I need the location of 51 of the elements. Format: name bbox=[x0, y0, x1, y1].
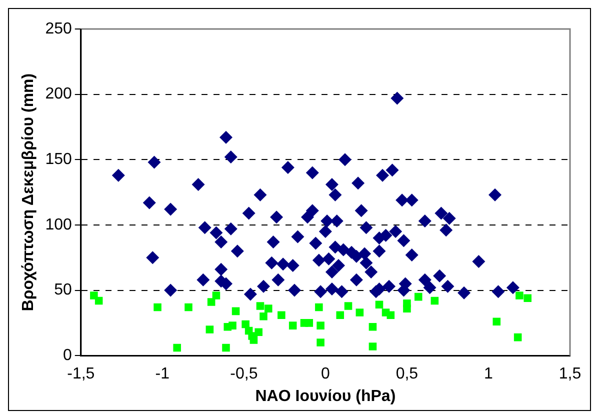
point bbox=[222, 344, 230, 352]
point bbox=[368, 322, 377, 331]
point bbox=[316, 322, 324, 330]
point bbox=[524, 294, 532, 302]
point bbox=[264, 304, 272, 312]
point bbox=[305, 319, 314, 327]
point bbox=[212, 292, 220, 300]
point bbox=[173, 344, 181, 352]
point bbox=[278, 311, 286, 319]
x-tick-label: 1 bbox=[484, 366, 494, 383]
x-tick-label: 0 bbox=[320, 366, 330, 383]
x-tick-label: -1,5 bbox=[67, 366, 95, 383]
point bbox=[256, 302, 264, 310]
y-tick-label: 200 bbox=[45, 86, 72, 103]
point bbox=[414, 292, 422, 301]
x-axis-title: NAO Ιουνίου (hPa) bbox=[255, 388, 396, 405]
point bbox=[250, 336, 258, 344]
point bbox=[228, 322, 236, 330]
point bbox=[184, 303, 192, 312]
y-axis-title: Βροχόπτωση Δεκεμβρίου (mm) bbox=[20, 73, 38, 312]
point bbox=[375, 300, 384, 309]
point bbox=[207, 298, 216, 306]
point bbox=[386, 311, 395, 319]
point bbox=[403, 304, 411, 312]
point bbox=[254, 328, 262, 336]
point bbox=[154, 303, 162, 312]
point bbox=[316, 338, 324, 346]
point bbox=[344, 302, 352, 310]
x-tick-label: 1,5 bbox=[558, 366, 582, 383]
y-tick-label: 50 bbox=[54, 282, 72, 299]
point bbox=[260, 312, 268, 320]
y-tick-label: 250 bbox=[45, 20, 72, 38]
point bbox=[232, 307, 240, 316]
point bbox=[242, 320, 250, 328]
point bbox=[288, 322, 297, 330]
y-tick-label: 150 bbox=[45, 151, 72, 168]
x-tick-label: -0,5 bbox=[230, 366, 258, 383]
y-tick-label: 0 bbox=[62, 347, 72, 364]
point bbox=[94, 296, 103, 305]
x-tick-label: -1 bbox=[155, 366, 170, 383]
y-tick-label: 100 bbox=[45, 216, 72, 234]
point bbox=[336, 311, 344, 319]
point bbox=[430, 296, 439, 305]
point bbox=[516, 292, 524, 300]
point bbox=[368, 342, 377, 350]
point bbox=[356, 308, 364, 316]
point bbox=[514, 333, 522, 342]
point bbox=[492, 318, 501, 326]
point bbox=[315, 303, 323, 312]
x-tick-label: 0,5 bbox=[396, 366, 418, 383]
point bbox=[206, 326, 214, 334]
